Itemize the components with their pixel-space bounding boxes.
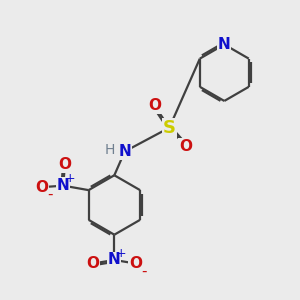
Text: N: N [118, 144, 131, 159]
Text: -: - [141, 263, 147, 278]
Text: N: N [218, 37, 231, 52]
Text: O: O [35, 180, 48, 195]
Text: O: O [148, 98, 161, 113]
Text: S: S [163, 119, 176, 137]
Text: -: - [47, 187, 53, 202]
Text: O: O [86, 256, 99, 271]
Text: O: O [129, 256, 142, 271]
Text: O: O [58, 158, 71, 172]
Text: +: + [116, 247, 127, 260]
Text: O: O [179, 139, 192, 154]
Text: +: + [65, 172, 76, 185]
Text: N: N [57, 178, 70, 193]
Text: H: H [105, 143, 115, 157]
Text: N: N [108, 253, 121, 268]
